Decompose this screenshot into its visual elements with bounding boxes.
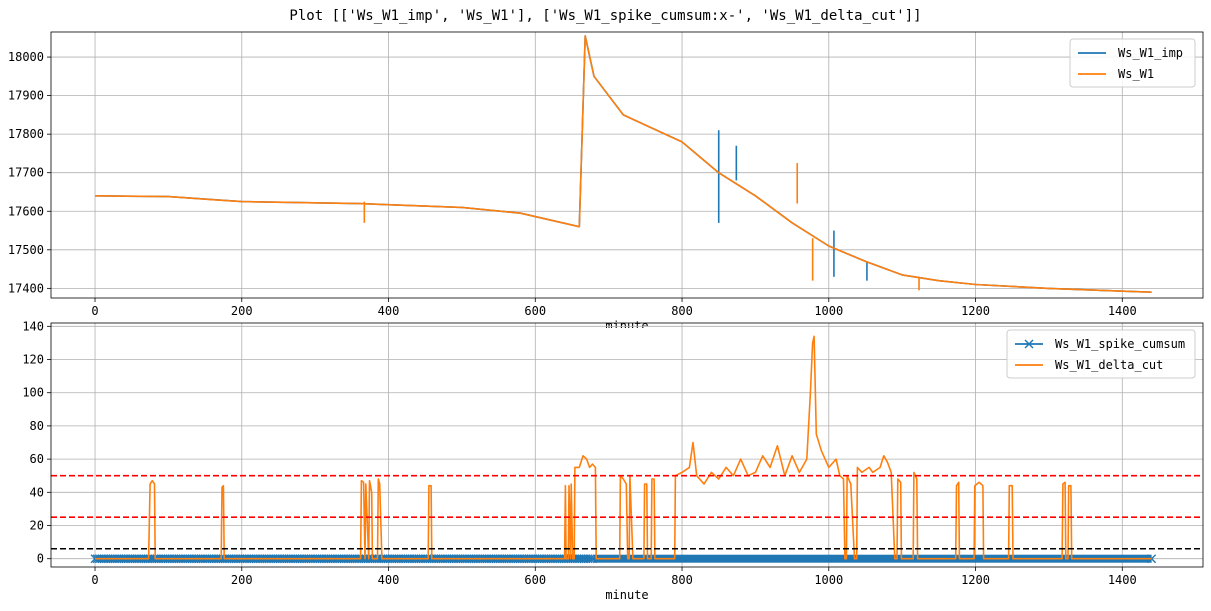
series-ws-w1-imp-line [94,35,1152,293]
x-axis-label: minute [605,319,648,328]
series-ws-w1-spike-cumsum-marker-band [593,554,1152,563]
y-tick-label: 17400 [8,281,44,295]
legend-label: Ws_W1_delta_cut [1055,358,1163,372]
y-tick-label: 100 [22,386,44,400]
axes-frame [50,31,1204,299]
x-axis-label: minute [605,588,648,601]
legend-label: Ws_W1_spike_cumsum [1055,337,1185,351]
legend-label: Ws_W1 [1118,67,1154,81]
x-tick-label: 1400 [1108,304,1137,318]
y-tick-label: 120 [22,353,44,367]
x-tick-label: 200 [231,573,253,587]
legend: Ws_W1_spike_cumsum Ws_W1_delta_cut [1006,329,1196,379]
y-tick-label: 17600 [8,204,44,218]
y-tick-label: 60 [30,452,44,466]
y-tick-label: 20 [30,519,44,533]
series-ws-w1-line [94,35,1152,293]
y-tick-label: 17500 [8,243,44,257]
x-tick-label: 600 [524,304,546,318]
x-tick-label: 600 [524,573,546,587]
plot-area [51,335,1203,564]
x-tick-label: 1200 [961,304,990,318]
axes-frame [50,322,1204,568]
x-tick-label: 400 [378,304,400,318]
y-tick-label: 17800 [8,127,44,141]
legend-frame [1006,329,1196,379]
x-tick-label: 200 [231,304,253,318]
y-tick-label: 140 [22,319,44,333]
legend: Ws_W1_imp Ws_W1 [1069,38,1196,88]
legend-frame [1069,38,1196,88]
legend-label: Ws_W1_imp [1118,46,1183,60]
y-tick-label: 40 [30,485,44,499]
series-ws-w1-spike-cumsum-marker [585,554,595,564]
x-tick-label: 1400 [1108,573,1137,587]
y-tick-label: 0 [37,552,44,566]
x-tick-label: 800 [671,573,693,587]
figure-title: Plot [['Ws_W1_imp', 'Ws_W1'], ['Ws_W1_sp… [289,8,922,24]
top-plot: 0 200 400 600 800 1000 1200 1400 17400 17500 17600… [8,31,1204,328]
y-tick-label: 80 [30,419,44,433]
bottom-plot: 0 200 400 600 800 1000 1200 1400 0 20 40 60 80 100 120… [22,319,1204,601]
y-tick-label: 17700 [8,166,44,180]
y-tick-label: 18000 [8,50,44,64]
x-tick-label: 0 [91,573,98,587]
y-tick-label: 17900 [8,89,44,103]
x-tick-label: 0 [91,304,98,318]
plot-area [94,35,1152,293]
x-tick-label: 1000 [814,304,843,318]
series-ws-w1-spike-cumsum-marker [588,554,598,564]
x-tick-label: 1200 [961,573,990,587]
x-tick-label: 800 [671,304,693,318]
x-tick-label: 1000 [814,573,843,587]
series-ws-w1-spike-cumsum-marker [1147,554,1157,564]
x-tick-label: 400 [378,573,400,587]
legend-marker [1024,339,1034,349]
series-ws-w1-delta-cut-line [95,335,1152,560]
